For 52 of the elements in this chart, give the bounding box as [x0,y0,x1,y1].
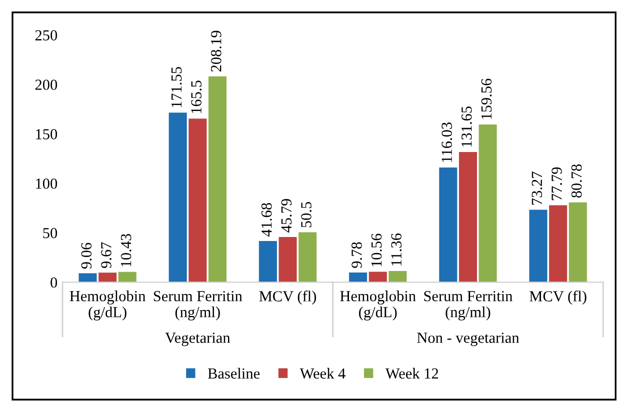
bar [529,210,548,282]
bar [368,272,387,282]
bar [458,152,477,282]
data-label: 9.78 [352,242,362,268]
data-label: 9.67 [101,242,112,268]
data-label: 131.65 [462,106,472,147]
y-tick-label: 100 [36,178,58,189]
data-label: 9.06 [81,242,92,269]
data-label: 41.68 [261,203,272,237]
x-tick-label: Serum Ferritin (ng/ml) [154,291,242,320]
data-label: 11.36 [391,233,402,266]
text: Non - vegetarian [417,332,520,346]
bar [478,124,497,282]
data-label: 208.19 [210,30,222,72]
y-tick-label: 50 [43,228,58,238]
bar [98,272,117,282]
x-tick-label: Serum Ferritin (ng/ml) [424,291,513,320]
data-label: 50.5 [301,202,312,228]
y-tick-label: 200 [35,80,58,90]
legend-label: Baseline [208,368,260,379]
bar [298,232,317,282]
x-tick-label: Hemoglobin (g/dL) [70,290,146,320]
data-label: 171.55 [171,67,182,108]
data-label: 10.43 [120,234,132,266]
y-tick-label: 0 [50,277,58,288]
data-label: 159.56 [481,78,492,119]
x-tick-label: MCV (fl) [259,290,316,305]
data-label: 116.03 [442,122,452,162]
data-label: 45.79 [281,199,292,232]
bar [188,118,207,282]
bar [388,270,407,282]
y-tick-label: 250 [35,30,58,40]
bar [208,76,226,282]
y-tick-label: 150 [36,129,58,140]
bar [439,167,458,282]
data-label: 73.27 [532,172,542,205]
bar [258,241,277,282]
bar [278,236,297,282]
data-label: 77.79 [552,167,562,200]
data-label: 80.78 [571,164,582,198]
bar [568,202,587,282]
data-label: 165.5 [191,80,202,114]
x-tick-label: Hemoglobin (g/dL) [340,290,416,320]
data-label: 10.56 [371,234,382,266]
text: Vegetarian [165,332,230,346]
x-tick-label: MCV (fl) [530,290,586,305]
legend-label: Week 4 [300,368,346,379]
bar [168,112,187,282]
bar [549,205,568,282]
bar [349,272,368,282]
legend-label: Week 12 [385,368,438,379]
bar [118,272,136,282]
